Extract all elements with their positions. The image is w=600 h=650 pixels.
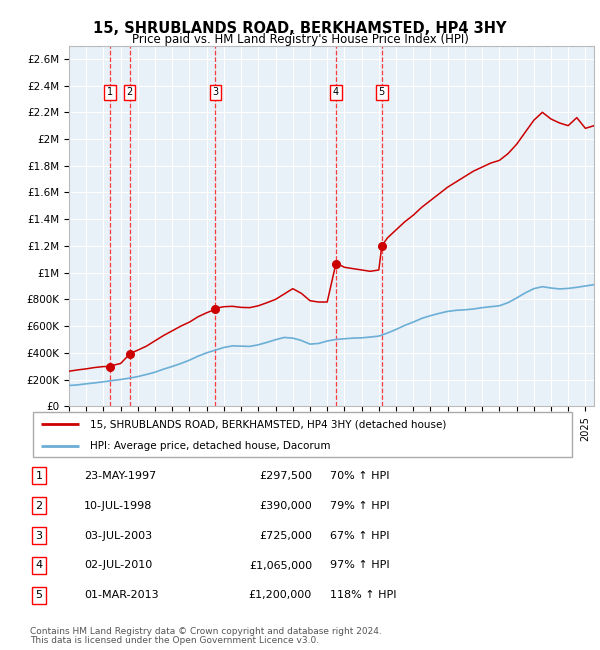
Text: 2: 2 [35, 500, 43, 511]
Text: £1,200,000: £1,200,000 [249, 590, 312, 601]
Text: 97% ↑ HPI: 97% ↑ HPI [330, 560, 389, 571]
Text: Price paid vs. HM Land Registry's House Price Index (HPI): Price paid vs. HM Land Registry's House … [131, 32, 469, 46]
Text: £1,065,000: £1,065,000 [249, 560, 312, 571]
Text: 01-MAR-2013: 01-MAR-2013 [84, 590, 158, 601]
Text: 70% ↑ HPI: 70% ↑ HPI [330, 471, 389, 481]
Text: 02-JUL-2010: 02-JUL-2010 [84, 560, 152, 571]
Text: 5: 5 [379, 87, 385, 98]
Text: 5: 5 [35, 590, 43, 601]
Text: 03-JUL-2003: 03-JUL-2003 [84, 530, 152, 541]
Text: 2: 2 [127, 87, 133, 98]
Text: 3: 3 [35, 530, 43, 541]
Text: Contains HM Land Registry data © Crown copyright and database right 2024.: Contains HM Land Registry data © Crown c… [30, 627, 382, 636]
Text: HPI: Average price, detached house, Dacorum: HPI: Average price, detached house, Daco… [90, 441, 331, 450]
Text: 23-MAY-1997: 23-MAY-1997 [84, 471, 156, 481]
Text: 10-JUL-1998: 10-JUL-1998 [84, 500, 152, 511]
Text: 79% ↑ HPI: 79% ↑ HPI [330, 500, 389, 511]
Text: £390,000: £390,000 [259, 500, 312, 511]
Text: £725,000: £725,000 [259, 530, 312, 541]
Text: 4: 4 [333, 87, 339, 98]
Text: 1: 1 [107, 87, 113, 98]
Text: This data is licensed under the Open Government Licence v3.0.: This data is licensed under the Open Gov… [30, 636, 319, 645]
FancyBboxPatch shape [33, 412, 572, 458]
Text: £297,500: £297,500 [259, 471, 312, 481]
Text: 118% ↑ HPI: 118% ↑ HPI [330, 590, 397, 601]
Text: 15, SHRUBLANDS ROAD, BERKHAMSTED, HP4 3HY (detached house): 15, SHRUBLANDS ROAD, BERKHAMSTED, HP4 3H… [90, 419, 446, 429]
Text: 1: 1 [35, 471, 43, 481]
Text: 67% ↑ HPI: 67% ↑ HPI [330, 530, 389, 541]
Text: 4: 4 [35, 560, 43, 571]
Text: 15, SHRUBLANDS ROAD, BERKHAMSTED, HP4 3HY: 15, SHRUBLANDS ROAD, BERKHAMSTED, HP4 3H… [93, 21, 507, 36]
Text: 3: 3 [212, 87, 218, 98]
